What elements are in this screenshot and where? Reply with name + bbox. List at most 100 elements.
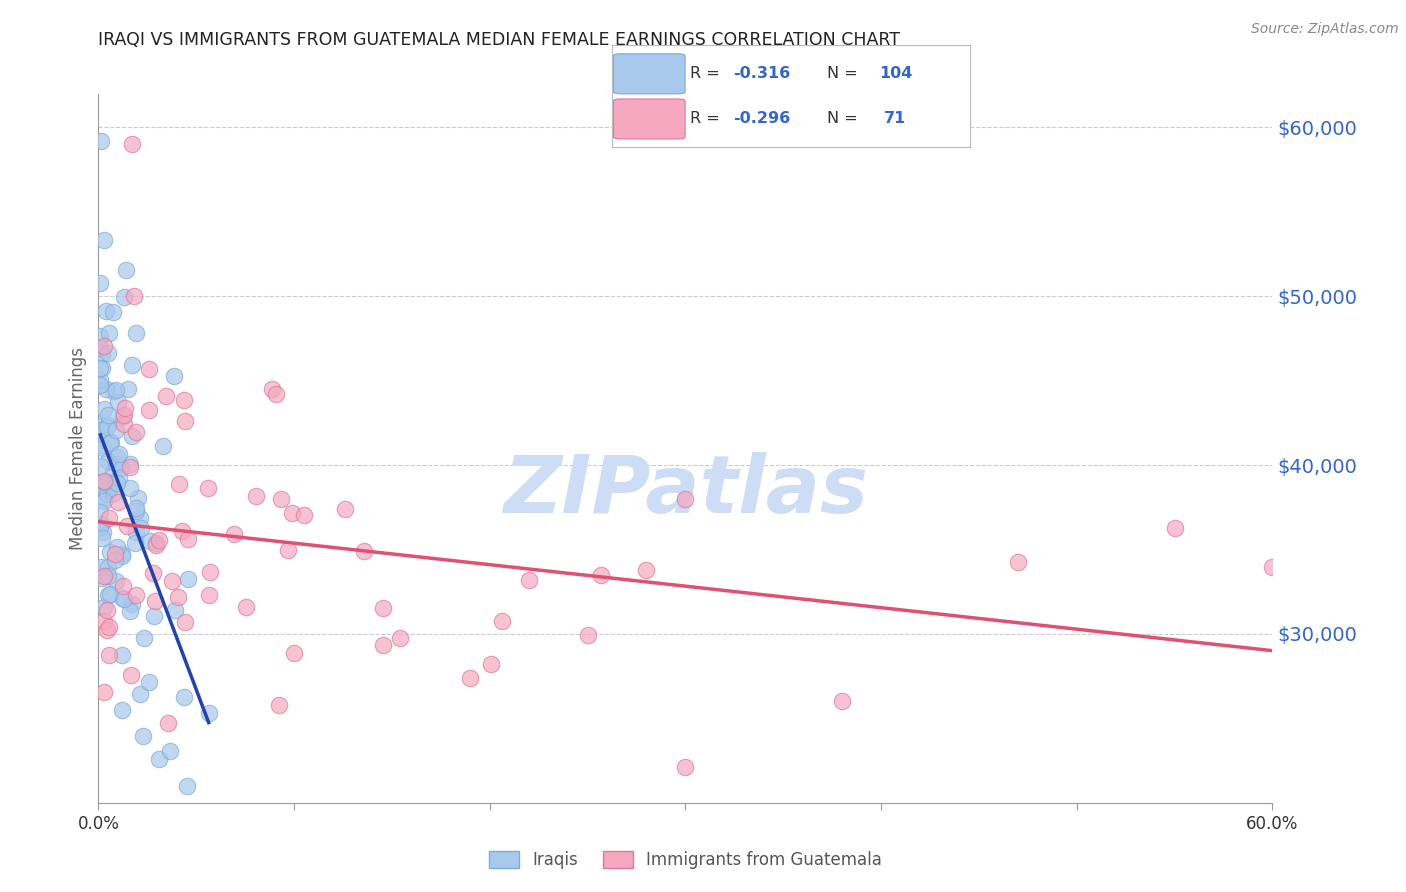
Point xyxy=(138,675,160,690)
Point xyxy=(98,587,121,601)
Point xyxy=(157,716,180,731)
Point xyxy=(159,744,181,758)
Point xyxy=(283,646,305,660)
Point xyxy=(93,475,115,490)
Point xyxy=(114,401,136,416)
Point xyxy=(105,540,128,554)
Point xyxy=(118,481,141,495)
Point xyxy=(122,289,145,303)
Point xyxy=(127,491,149,506)
FancyBboxPatch shape xyxy=(613,54,685,94)
Point xyxy=(105,450,128,464)
Point xyxy=(277,542,299,557)
Point xyxy=(111,549,134,563)
Point xyxy=(388,631,411,645)
Point xyxy=(103,486,125,500)
Point xyxy=(96,475,118,489)
Point xyxy=(98,620,121,634)
Point xyxy=(120,668,142,682)
Point xyxy=(93,684,115,698)
Y-axis label: Median Female Earnings: Median Female Earnings xyxy=(69,347,87,549)
Point xyxy=(636,563,658,577)
Point xyxy=(91,525,114,540)
Point xyxy=(138,533,160,548)
Point xyxy=(112,417,135,431)
Point xyxy=(112,409,135,423)
Point xyxy=(89,419,111,434)
Point xyxy=(101,465,124,479)
Point xyxy=(675,760,697,774)
Point xyxy=(138,402,160,417)
Point xyxy=(91,491,114,506)
Point xyxy=(167,476,190,491)
Point xyxy=(90,531,112,545)
Point xyxy=(93,234,115,248)
Point xyxy=(105,458,128,472)
Point xyxy=(145,535,167,549)
Point xyxy=(93,338,115,352)
Point xyxy=(142,609,165,624)
Point xyxy=(129,511,152,525)
Point xyxy=(97,588,120,602)
Point xyxy=(267,698,290,712)
Point xyxy=(479,657,502,671)
Point xyxy=(90,560,112,574)
Point xyxy=(245,489,267,503)
Point xyxy=(111,648,134,663)
Point xyxy=(197,481,219,495)
Point xyxy=(104,574,127,588)
Point xyxy=(107,471,129,485)
Point xyxy=(124,425,146,439)
Point xyxy=(90,134,112,148)
Point xyxy=(132,729,155,743)
Point xyxy=(125,504,148,518)
Point xyxy=(675,491,697,506)
Point xyxy=(90,361,112,376)
Point xyxy=(117,383,139,397)
Point xyxy=(112,591,135,606)
Point xyxy=(89,361,111,376)
Point xyxy=(111,579,134,593)
Point xyxy=(176,779,198,793)
Point xyxy=(104,547,127,561)
Point xyxy=(371,638,394,652)
Point xyxy=(101,305,124,319)
Text: R =: R = xyxy=(690,66,720,81)
Point xyxy=(155,389,177,403)
Point xyxy=(281,506,304,520)
Point xyxy=(148,533,170,548)
Point xyxy=(90,516,112,531)
Point xyxy=(491,614,513,628)
Point xyxy=(260,382,283,396)
Point xyxy=(93,402,115,417)
Point xyxy=(97,418,120,433)
Point xyxy=(101,384,124,398)
Point xyxy=(198,565,221,579)
Point xyxy=(89,520,111,534)
Point xyxy=(89,504,111,518)
Point xyxy=(121,137,143,152)
Point xyxy=(93,477,115,491)
Point xyxy=(121,358,143,372)
Point xyxy=(96,487,118,501)
Point xyxy=(98,511,121,525)
Point xyxy=(96,419,118,434)
Point xyxy=(93,614,115,628)
Text: Source: ZipAtlas.com: Source: ZipAtlas.com xyxy=(1251,22,1399,37)
Point xyxy=(96,303,118,318)
Point xyxy=(111,547,134,561)
Text: 71: 71 xyxy=(883,111,905,126)
Point xyxy=(98,436,121,450)
Point xyxy=(172,524,194,538)
Point xyxy=(98,545,121,559)
Point xyxy=(108,447,131,461)
Point xyxy=(93,482,115,496)
Point xyxy=(89,458,111,473)
Point xyxy=(89,329,111,343)
Point xyxy=(107,495,129,509)
Point xyxy=(292,508,315,523)
Point xyxy=(173,392,195,407)
Point xyxy=(104,553,127,567)
Point xyxy=(115,262,138,277)
Point xyxy=(121,429,143,443)
